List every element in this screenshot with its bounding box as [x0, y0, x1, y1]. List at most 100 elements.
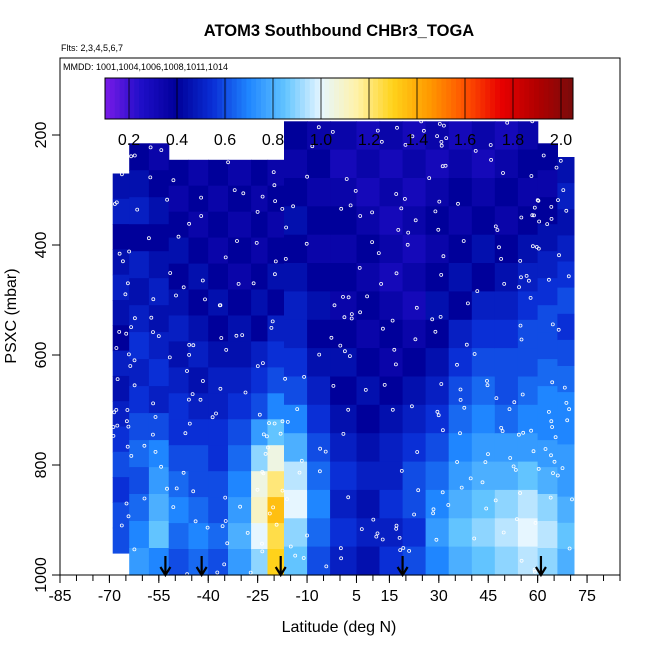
colorbar-swatch	[363, 78, 369, 119]
colorbar-swatch	[290, 78, 296, 119]
heatmap-cell	[129, 521, 150, 549]
sample-point	[486, 452, 490, 457]
colorbar-swatch	[475, 78, 481, 119]
heatmap-cell	[129, 359, 150, 387]
colorbar-swatch	[495, 78, 501, 119]
heatmap-cell	[448, 404, 473, 434]
heatmap-cell	[188, 159, 209, 187]
sample-point	[410, 134, 415, 139]
sample-point	[370, 210, 375, 215]
sample-point	[399, 206, 404, 211]
sample-point	[530, 213, 535, 218]
sample-point	[223, 255, 228, 260]
sample-point	[181, 470, 186, 475]
sample-point	[401, 546, 406, 550]
colorbar-swatch	[348, 78, 355, 119]
sample-point	[187, 221, 192, 226]
sample-point	[437, 122, 442, 126]
colorbar-tick-label: 1.2	[358, 132, 380, 149]
sample-point	[531, 244, 535, 249]
sample-point	[187, 352, 192, 357]
colorbar-swatch	[421, 78, 428, 119]
sample-point	[236, 281, 241, 286]
heatmap-cell	[251, 549, 269, 576]
sample-point	[119, 523, 124, 528]
sample-point	[214, 411, 218, 416]
colorbar-swatch	[295, 78, 301, 119]
heatmap-cell	[267, 185, 285, 213]
sample-point	[566, 274, 571, 279]
sample-point	[270, 319, 275, 324]
sample-point	[183, 431, 188, 436]
heatmap-cell	[471, 376, 496, 406]
heatmap-cell	[557, 261, 575, 289]
colorbar-swatch	[265, 78, 272, 119]
sample-point	[153, 415, 158, 419]
heatmap-cell	[112, 249, 130, 276]
sample-point	[549, 204, 554, 209]
colorbar-swatch	[231, 78, 238, 119]
colorbar-swatch	[436, 78, 442, 119]
heatmap-cell	[267, 471, 285, 498]
sample-point	[218, 303, 223, 308]
sample-point	[437, 199, 442, 204]
heatmap-cell	[284, 518, 308, 548]
colorbar-swatch	[417, 78, 423, 119]
heatmap-cell	[168, 159, 190, 187]
y-axis: 200 400 600 800 1000	[33, 122, 61, 593]
sample-point	[472, 352, 477, 356]
heatmap-cell	[379, 291, 404, 321]
sample-point	[439, 139, 444, 144]
colorbar-swatch	[353, 78, 360, 119]
heatmap-cell	[267, 263, 285, 291]
sample-point	[427, 176, 432, 181]
sample-point	[433, 209, 438, 214]
sample-point	[272, 421, 277, 426]
sample-point	[520, 392, 525, 397]
colorbar-tick-labels: 0.2 0.4 0.6 0.8 1.0 1.2 1.4 1.6 1.8 2.0	[118, 132, 572, 149]
heatmap-cell	[448, 149, 473, 179]
heatmap-cell	[356, 291, 381, 321]
sample-point	[151, 330, 155, 335]
sample-point	[126, 514, 131, 519]
sample-point	[567, 407, 571, 412]
sample-point	[342, 315, 347, 320]
colorbar-swatch	[309, 78, 316, 119]
sample-point	[555, 473, 560, 478]
heatmap-cell	[517, 546, 539, 576]
sample-point	[358, 214, 363, 218]
sample-point	[260, 549, 265, 554]
sample-point	[533, 521, 538, 525]
colorbar-swatch	[148, 78, 155, 119]
heatmap-cell	[494, 376, 519, 406]
heatmap-cell	[356, 433, 381, 463]
heatmap-cell	[188, 497, 209, 524]
heatmap-cell	[356, 518, 381, 548]
sample-point	[439, 382, 444, 386]
heatmap-cell	[284, 121, 308, 151]
sample-point	[132, 316, 137, 321]
x-tick-label: 75	[578, 588, 596, 605]
sample-point	[347, 354, 352, 359]
colorbar-swatch	[168, 78, 174, 119]
sample-point	[278, 431, 283, 436]
sample-point	[181, 285, 186, 290]
heatmap-cell	[448, 291, 473, 321]
heatmap-cell	[251, 523, 269, 550]
heatmap-cell	[148, 224, 170, 252]
heatmap-cell	[129, 332, 150, 360]
sample-point	[438, 314, 443, 319]
heatmap-cell	[148, 413, 170, 441]
colorbar-swatch	[529, 78, 535, 119]
colorbar-swatch	[324, 78, 330, 119]
x-axis-label: Latitude (deg N)	[282, 619, 397, 636]
sample-point	[527, 278, 531, 283]
sample-point	[458, 387, 463, 392]
sample-point	[501, 171, 505, 175]
sample-point	[235, 239, 239, 243]
sample-point	[171, 505, 176, 510]
colorbar-swatch	[368, 78, 374, 119]
colorbar-swatch	[538, 78, 545, 119]
heatmap-cell	[330, 263, 358, 292]
heatmap-cell	[557, 157, 575, 184]
